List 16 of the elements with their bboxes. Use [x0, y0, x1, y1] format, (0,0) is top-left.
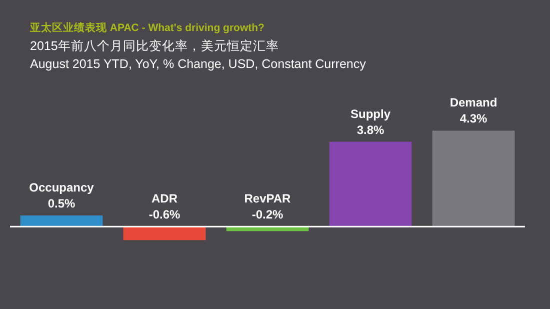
chart-subtitle: 2015年前八个月同比变化率，美元恒定汇率 August 2015 YTD, YoY, % Change, USD, Constant Currency	[30, 38, 366, 73]
x-tick-label: ADR	[152, 192, 178, 206]
x-tick-label: Demand	[450, 96, 498, 110]
x-tick-label: Occupancy	[29, 180, 94, 194]
data-label: 3.8%	[356, 122, 384, 137]
chart-title: 亚太区业绩表现 APAC - What's driving growth?	[30, 21, 264, 35]
bar	[20, 216, 103, 227]
bar	[432, 130, 515, 227]
data-label: 4.3%	[460, 112, 488, 126]
data-label: 0.5%	[48, 196, 76, 210]
x-tick-label: RevPAR	[244, 192, 292, 206]
data-label: -0.2%	[252, 208, 284, 222]
bar	[329, 142, 412, 227]
bar	[123, 226, 206, 240]
x-tick-label: Supply	[350, 106, 391, 121]
data-label: -0.6%	[148, 208, 180, 222]
